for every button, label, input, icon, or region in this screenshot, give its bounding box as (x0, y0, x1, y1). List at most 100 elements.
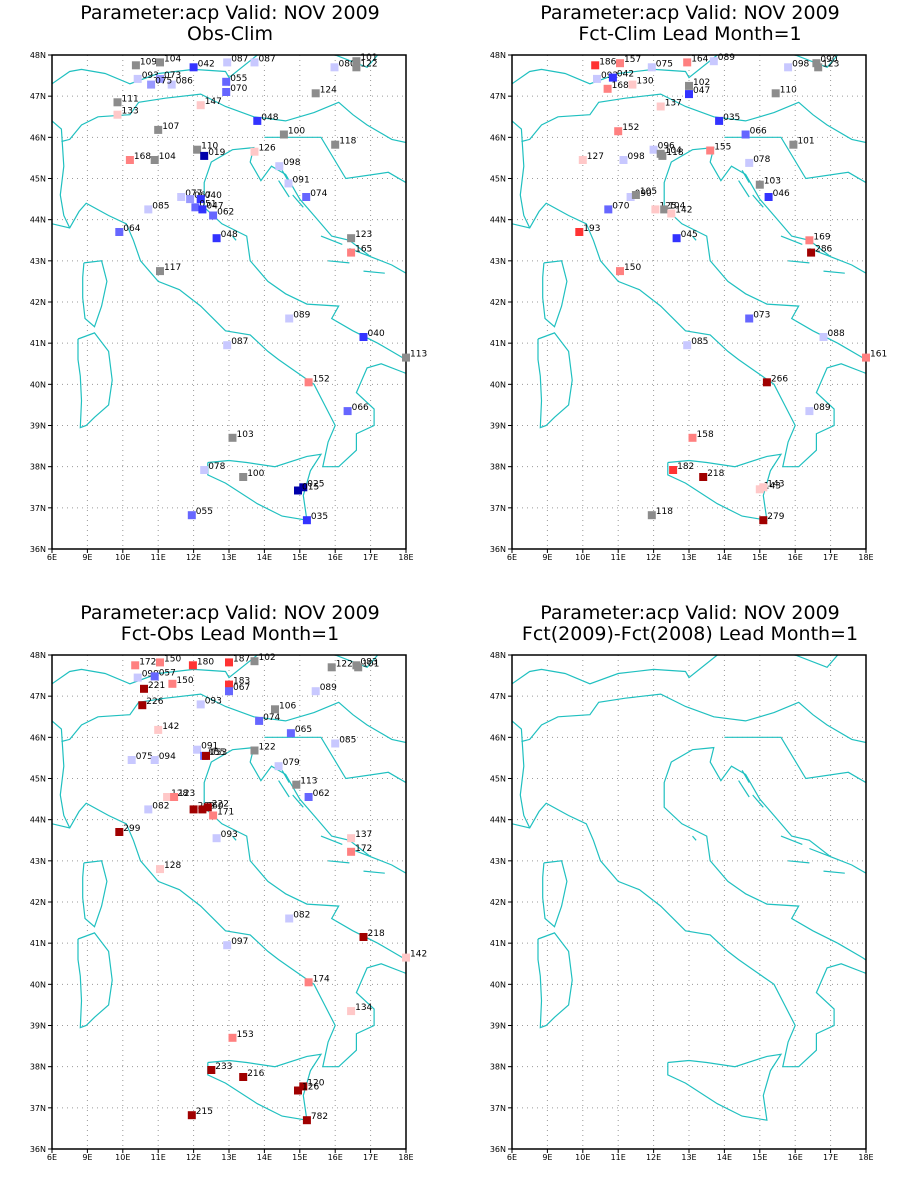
station-marker[interactable] (198, 805, 207, 814)
station-marker[interactable] (225, 680, 233, 689)
station-marker[interactable] (163, 793, 172, 801)
station-marker[interactable] (150, 156, 159, 164)
station-marker[interactable] (649, 145, 658, 154)
station-marker[interactable] (212, 234, 221, 243)
station-marker[interactable] (196, 101, 205, 110)
station-marker[interactable] (144, 205, 153, 214)
station-marker[interactable] (402, 953, 410, 962)
station-marker[interactable] (575, 228, 584, 236)
station-marker[interactable] (608, 73, 617, 82)
station-marker[interactable] (202, 751, 210, 760)
station-marker[interactable] (156, 74, 164, 83)
station-marker[interactable] (294, 1086, 302, 1095)
station-marker[interactable] (225, 687, 233, 696)
station-marker[interactable] (196, 195, 205, 204)
station-marker[interactable] (656, 102, 665, 111)
station-marker[interactable] (294, 486, 302, 495)
station-marker[interactable] (330, 63, 339, 72)
station-marker[interactable] (741, 130, 750, 139)
station-marker[interactable] (113, 98, 122, 107)
station-marker[interactable] (250, 58, 259, 67)
station-marker[interactable] (347, 847, 356, 856)
station-marker[interactable] (304, 378, 313, 387)
station-marker[interactable] (133, 673, 142, 682)
station-marker[interactable] (156, 658, 164, 667)
station-marker[interactable] (771, 89, 780, 98)
station-marker[interactable] (250, 657, 259, 666)
station-marker[interactable] (814, 63, 823, 72)
station-marker[interactable] (193, 745, 202, 754)
station-marker[interactable] (745, 314, 754, 323)
station-marker[interactable] (302, 1116, 311, 1125)
station-marker[interactable] (207, 1066, 216, 1074)
station-marker[interactable] (667, 209, 676, 218)
station-marker[interactable] (647, 63, 656, 72)
station-marker[interactable] (343, 407, 352, 416)
station-marker[interactable] (651, 205, 660, 214)
station-marker[interactable] (755, 180, 764, 189)
station-marker[interactable] (209, 211, 218, 220)
station-marker[interactable] (302, 193, 311, 201)
station-marker[interactable] (239, 473, 248, 481)
station-marker[interactable] (683, 58, 692, 67)
station-marker[interactable] (352, 57, 361, 66)
station-marker[interactable] (131, 661, 140, 670)
station-marker[interactable] (672, 234, 681, 243)
station-marker[interactable] (619, 156, 628, 164)
station-marker[interactable] (189, 805, 198, 814)
station-marker[interactable] (156, 865, 164, 874)
station-marker[interactable] (228, 433, 237, 442)
station-marker[interactable] (140, 684, 148, 693)
station-marker[interactable] (706, 146, 715, 155)
station-marker[interactable] (819, 333, 828, 341)
station-marker[interactable] (191, 203, 200, 212)
station-marker[interactable] (255, 716, 264, 725)
station-marker[interactable] (292, 780, 301, 789)
station-marker[interactable] (113, 110, 122, 119)
station-marker[interactable] (699, 473, 708, 481)
station-marker[interactable] (198, 205, 207, 214)
station-marker[interactable] (115, 228, 124, 236)
station-marker[interactable] (327, 663, 336, 672)
station-marker[interactable] (764, 193, 773, 201)
station-marker[interactable] (223, 341, 232, 350)
station-marker[interactable] (759, 483, 768, 492)
station-marker[interactable] (212, 834, 221, 843)
station-marker[interactable] (593, 74, 601, 83)
station-marker[interactable] (304, 793, 313, 801)
station-marker[interactable] (285, 914, 294, 923)
station-marker[interactable] (203, 803, 212, 812)
station-marker[interactable] (250, 746, 259, 755)
station-marker[interactable] (187, 511, 196, 520)
station-marker[interactable] (683, 341, 692, 350)
station-marker[interactable] (156, 267, 164, 276)
station-marker[interactable] (347, 248, 356, 257)
station-marker[interactable] (133, 74, 142, 83)
station-marker[interactable] (311, 687, 320, 696)
station-marker[interactable] (311, 89, 320, 98)
station-marker[interactable] (347, 834, 356, 843)
station-marker[interactable] (250, 147, 259, 156)
station-marker[interactable] (626, 193, 635, 201)
station-marker[interactable] (274, 762, 283, 771)
station-marker[interactable] (225, 658, 233, 667)
station-marker[interactable] (628, 80, 637, 89)
station-marker[interactable] (271, 705, 279, 714)
station-marker[interactable] (359, 933, 368, 941)
station-marker[interactable] (147, 80, 156, 89)
station-marker[interactable] (789, 140, 798, 149)
station-marker[interactable] (167, 80, 176, 89)
station-marker[interactable] (715, 116, 724, 125)
station-marker[interactable] (347, 234, 356, 243)
station-marker[interactable] (578, 156, 587, 164)
station-marker[interactable] (354, 663, 363, 672)
station-marker[interactable] (669, 466, 678, 474)
station-marker[interactable] (759, 516, 768, 525)
station-marker[interactable] (812, 59, 821, 68)
station-marker[interactable] (784, 63, 793, 72)
station-marker[interactable] (304, 978, 313, 987)
station-marker[interactable] (658, 151, 667, 160)
station-marker[interactable] (745, 158, 754, 167)
station-marker[interactable] (189, 63, 198, 72)
station-marker[interactable] (223, 58, 232, 67)
